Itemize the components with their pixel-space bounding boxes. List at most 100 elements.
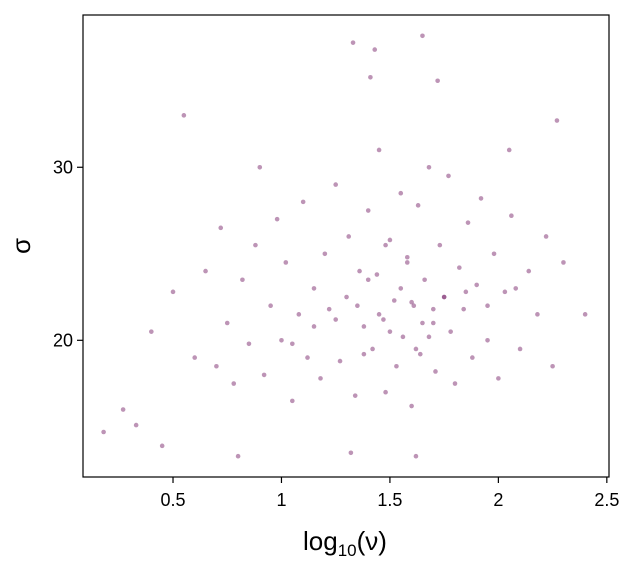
point xyxy=(346,234,352,239)
point xyxy=(318,376,323,381)
point xyxy=(235,453,241,459)
point xyxy=(192,355,198,360)
point xyxy=(506,147,512,153)
point xyxy=(470,355,475,360)
point xyxy=(365,277,371,283)
point xyxy=(370,346,375,352)
point xyxy=(457,265,462,270)
point xyxy=(253,242,258,248)
point xyxy=(246,341,252,347)
point xyxy=(326,306,332,312)
point xyxy=(361,351,367,357)
point xyxy=(420,320,425,326)
point xyxy=(446,173,451,179)
point xyxy=(391,298,397,303)
point xyxy=(372,47,378,52)
point xyxy=(413,346,419,352)
point xyxy=(431,320,436,326)
x-axis-label: log10(ν) xyxy=(303,526,387,560)
point xyxy=(133,422,139,428)
point xyxy=(413,453,419,459)
point xyxy=(344,294,349,300)
point xyxy=(426,334,432,340)
point xyxy=(561,260,566,265)
point xyxy=(333,317,338,322)
point xyxy=(283,260,289,265)
point xyxy=(433,369,438,374)
points xyxy=(101,33,588,459)
point xyxy=(387,237,393,243)
point xyxy=(348,450,354,456)
point xyxy=(543,234,549,239)
point xyxy=(290,398,295,404)
point xyxy=(101,429,106,435)
point xyxy=(274,216,280,222)
y-tick-label: 30 xyxy=(53,157,73,177)
point xyxy=(526,268,532,274)
point xyxy=(491,251,497,257)
point xyxy=(322,251,328,257)
point xyxy=(409,299,414,305)
x-label-part: (ν) xyxy=(357,526,387,556)
point xyxy=(218,225,224,231)
plot-frame xyxy=(82,14,610,478)
point xyxy=(554,118,560,123)
point xyxy=(257,164,263,170)
point xyxy=(417,351,423,357)
point xyxy=(478,196,484,201)
point xyxy=(411,303,417,308)
x-tick-label: 2.5 xyxy=(594,490,619,510)
point xyxy=(463,289,469,295)
y-tick-label: 20 xyxy=(53,330,73,350)
point xyxy=(368,74,373,80)
point xyxy=(203,268,208,274)
point xyxy=(509,213,514,219)
point xyxy=(404,260,410,265)
point xyxy=(513,286,519,291)
point xyxy=(398,190,404,196)
point xyxy=(448,329,453,334)
point xyxy=(290,341,295,347)
point xyxy=(387,329,393,334)
point xyxy=(376,312,382,317)
point xyxy=(214,363,219,369)
point xyxy=(394,363,399,369)
point xyxy=(355,303,360,308)
point xyxy=(376,147,382,153)
point xyxy=(435,78,440,84)
point xyxy=(400,334,406,340)
point xyxy=(361,324,367,329)
point xyxy=(496,376,501,381)
point xyxy=(441,294,447,300)
point xyxy=(305,355,310,360)
point xyxy=(311,286,317,291)
point xyxy=(365,208,371,213)
point xyxy=(159,443,165,449)
point xyxy=(422,277,427,283)
x-tick-label: 2 xyxy=(493,490,503,510)
point xyxy=(404,254,410,260)
point xyxy=(268,303,273,308)
point xyxy=(240,277,245,283)
point xyxy=(383,389,388,395)
point xyxy=(381,317,386,322)
point xyxy=(452,381,458,386)
x-tick-label: 0.5 xyxy=(161,490,186,510)
point xyxy=(181,113,187,118)
point xyxy=(474,282,479,288)
point xyxy=(231,381,237,386)
point xyxy=(485,338,490,343)
x-tick-label: 1 xyxy=(276,490,286,510)
point xyxy=(224,320,230,326)
point xyxy=(337,358,343,364)
point xyxy=(502,289,508,295)
x-label-part: log xyxy=(303,526,338,556)
point xyxy=(279,338,284,343)
point xyxy=(535,312,540,317)
point xyxy=(517,346,523,352)
point xyxy=(311,324,317,329)
point xyxy=(352,393,358,398)
point xyxy=(300,199,306,205)
point xyxy=(398,286,404,291)
